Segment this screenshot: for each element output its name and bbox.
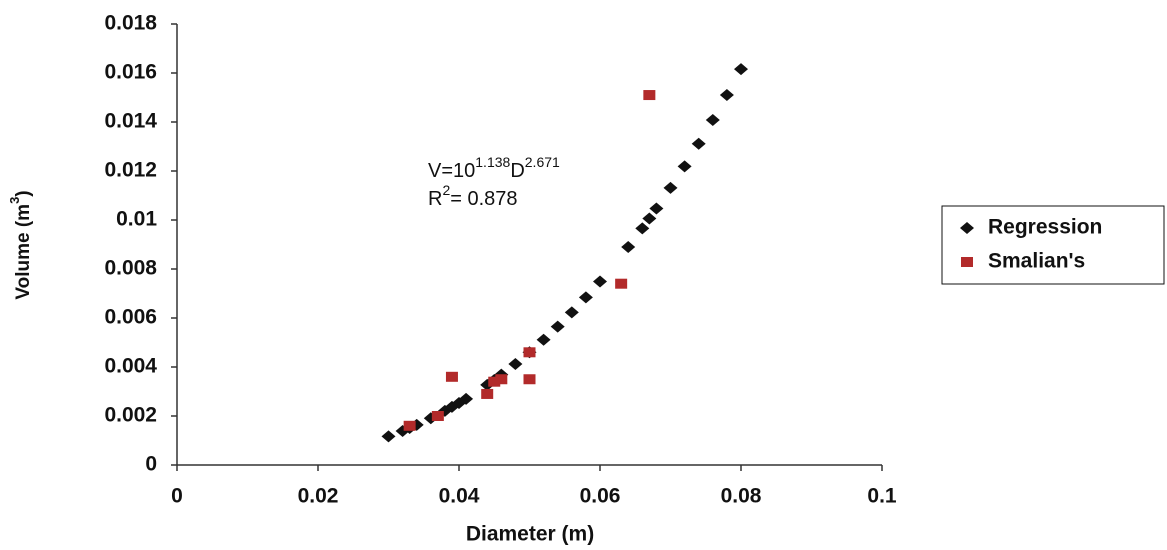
point xyxy=(691,137,706,150)
point xyxy=(649,202,664,215)
point xyxy=(705,114,720,127)
y-tick-label: 0.002 xyxy=(104,404,157,427)
y-tick-label: 0.006 xyxy=(104,306,157,329)
point xyxy=(643,90,656,101)
y-tick-label: 0 xyxy=(145,453,157,476)
legend-label: Smalian's xyxy=(988,250,1085,273)
point xyxy=(635,222,650,235)
eq-exp2: 2.671 xyxy=(525,154,560,170)
point xyxy=(481,388,494,399)
point xyxy=(578,291,593,304)
point xyxy=(523,347,536,358)
y-tick-label: 0.018 xyxy=(104,12,157,35)
eq-exp: 1.138 xyxy=(475,154,510,170)
point xyxy=(642,212,657,225)
x-tick-label: 0.08 xyxy=(721,485,762,508)
legend-box xyxy=(941,205,1165,285)
y-tick-label: 0.01 xyxy=(116,208,157,231)
point xyxy=(677,160,692,173)
point xyxy=(550,320,565,333)
x-tick-label: 0.04 xyxy=(439,485,480,508)
point xyxy=(488,376,501,387)
point xyxy=(403,420,416,431)
point xyxy=(564,306,579,319)
legend-marker xyxy=(960,222,974,234)
point xyxy=(536,333,551,346)
legend-marker xyxy=(961,257,973,267)
r-squared: R2= 0.878 xyxy=(428,182,518,211)
point xyxy=(459,392,474,405)
legend-label: Regression xyxy=(988,216,1102,239)
y-tick-label: 0.012 xyxy=(104,159,157,182)
y-tick-label: 0.016 xyxy=(104,61,157,84)
y-label-end: ) xyxy=(13,190,34,196)
x-tick-label: 0 xyxy=(171,485,183,508)
r-rest: = 0.878 xyxy=(450,188,517,210)
x-tick-label: 0.06 xyxy=(580,485,621,508)
equation: V=101.138D2.671 xyxy=(428,154,560,183)
point xyxy=(663,181,678,194)
x-axis-label: Diameter (m) xyxy=(466,523,594,546)
y-tick-label: 0.008 xyxy=(104,257,157,280)
point xyxy=(621,240,636,253)
eq-base2: D xyxy=(510,160,524,182)
r-base: R xyxy=(428,188,442,210)
y-axis-label: Volume (m3) xyxy=(7,190,34,299)
x-tick-label: 0.1 xyxy=(867,485,897,508)
x-tick-label: 0.02 xyxy=(298,485,339,508)
point xyxy=(495,374,508,385)
point xyxy=(734,63,748,76)
point xyxy=(445,371,458,382)
point xyxy=(381,430,396,443)
y-label-text: Volume (m xyxy=(13,204,34,300)
r-exp: 2 xyxy=(442,182,450,198)
point xyxy=(593,275,607,288)
point xyxy=(431,411,444,421)
eq-base: V=10 xyxy=(428,160,475,182)
y-tick-label: 0.014 xyxy=(104,110,157,133)
point xyxy=(615,278,628,289)
point xyxy=(508,358,523,371)
y-label-sup: 3 xyxy=(7,197,22,204)
point xyxy=(719,89,734,102)
y-tick-label: 0.004 xyxy=(104,355,157,378)
point xyxy=(523,374,536,385)
